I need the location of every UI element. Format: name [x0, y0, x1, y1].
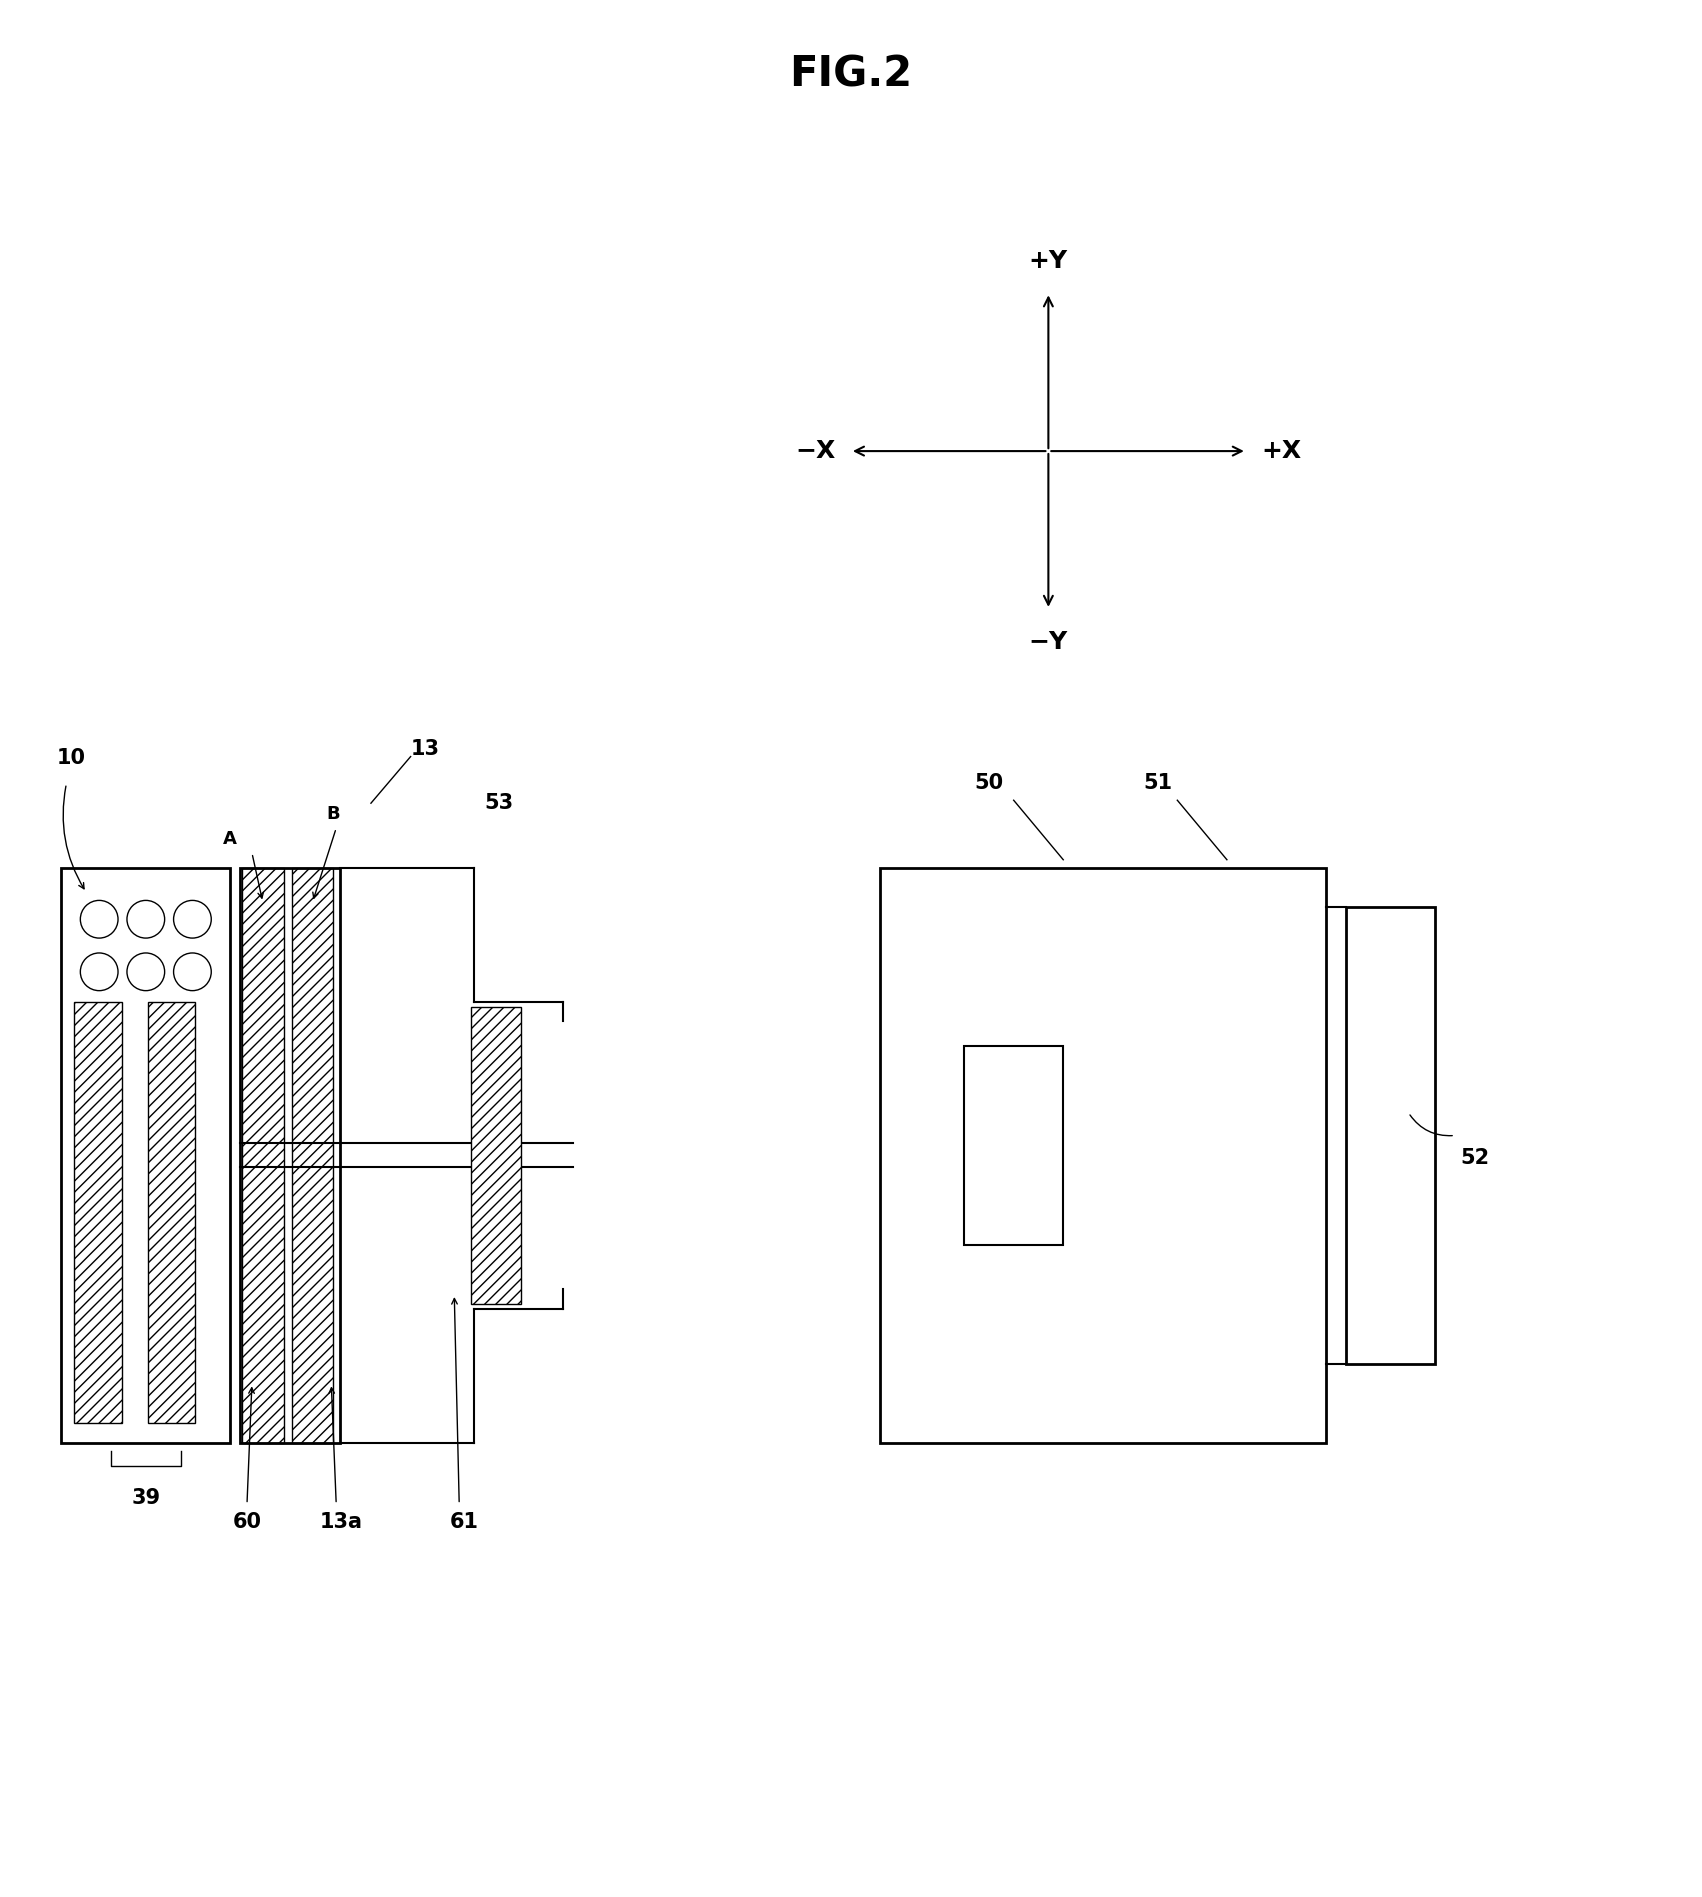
Bar: [148, 1002, 196, 1423]
Text: 13: 13: [410, 738, 439, 759]
Circle shape: [128, 901, 165, 939]
Bar: [75, 1002, 123, 1423]
Text: 50: 50: [974, 774, 1004, 793]
Text: 52: 52: [1460, 1148, 1489, 1169]
Bar: [291, 867, 334, 1444]
Circle shape: [80, 952, 117, 990]
Text: 51: 51: [1144, 774, 1173, 793]
Text: 60: 60: [233, 1512, 262, 1533]
Text: 10: 10: [56, 749, 85, 768]
Circle shape: [128, 952, 165, 990]
Bar: [240, 867, 340, 1444]
Circle shape: [174, 952, 211, 990]
Text: +X: +X: [1261, 438, 1302, 463]
Bar: [471, 1007, 521, 1303]
Text: 39: 39: [131, 1487, 160, 1508]
Text: A: A: [223, 829, 237, 848]
Bar: [242, 867, 284, 1444]
Text: 53: 53: [485, 793, 514, 814]
Text: +Y: +Y: [1028, 249, 1067, 273]
Bar: [1346, 907, 1435, 1364]
Text: FIG.2: FIG.2: [790, 53, 912, 95]
Circle shape: [80, 901, 117, 939]
Bar: [963, 1047, 1064, 1244]
Text: 13a: 13a: [320, 1512, 363, 1533]
Circle shape: [174, 901, 211, 939]
Text: B: B: [327, 804, 340, 823]
Bar: [880, 867, 1326, 1444]
Text: −X: −X: [795, 438, 836, 463]
Bar: [61, 867, 230, 1444]
Text: −Y: −Y: [1028, 630, 1067, 654]
Text: 61: 61: [449, 1512, 478, 1533]
